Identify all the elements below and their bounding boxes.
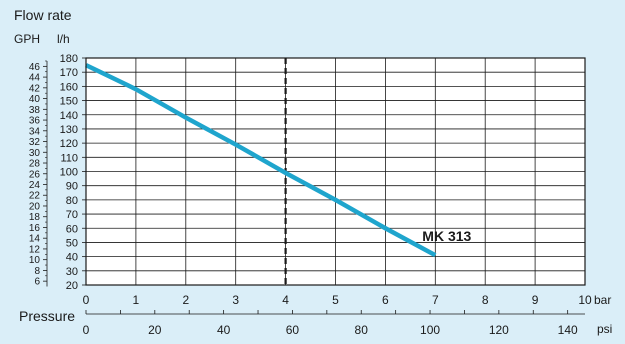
y-tick-label: 60 — [66, 223, 78, 235]
gph-tick-label: 38 — [29, 105, 41, 116]
gph-tick-label: 22 — [29, 191, 41, 202]
gph-tick-label: 8 — [34, 266, 40, 277]
x-tick-label: 0 — [83, 293, 90, 307]
y-tick-label: 70 — [66, 209, 78, 221]
lh-unit-label: l/h — [57, 32, 70, 46]
x-axis-psi: 0 20 40 60 80 100 120 140 — [83, 310, 585, 337]
psi-unit-label: psi — [597, 322, 612, 336]
gph-unit-label: GPH — [14, 32, 40, 46]
gph-tick-label: 34 — [29, 126, 41, 137]
gph-tick-label: 32 — [29, 137, 41, 148]
y-tick-label: 30 — [66, 266, 78, 278]
y-tick-label: 130 — [60, 124, 78, 136]
y-tick-label: 110 — [60, 152, 78, 164]
gph-tick-label: 46 — [29, 62, 41, 73]
psi-tick-label: 100 — [420, 323, 440, 337]
x-tick-label: 6 — [382, 293, 389, 307]
y-tick-label: 160 — [60, 81, 78, 93]
gph-tick-label: 28 — [29, 159, 41, 170]
x-tick-label: 8 — [482, 293, 489, 307]
psi-tick-label: 20 — [148, 323, 162, 337]
gph-tick-label: 18 — [29, 212, 41, 223]
y-tick-label: 50 — [66, 237, 78, 249]
psi-tick-label: 120 — [489, 323, 509, 337]
x-tick-label: 7 — [432, 293, 439, 307]
x-axis-bar: 0 1 2 3 4 5 6 7 8 9 10 — [83, 293, 592, 307]
y-tick-label: 180 — [60, 53, 78, 65]
y-tick-label: 20 — [66, 280, 78, 292]
gph-tick-label: 24 — [29, 180, 41, 191]
gph-tick-label: 20 — [29, 201, 41, 212]
gph-tick-label: 36 — [29, 116, 41, 127]
psi-tick-label: 60 — [286, 323, 300, 337]
psi-tick-label: 0 — [83, 323, 90, 337]
y-tick-label: 80 — [66, 195, 78, 207]
gph-tick-label: 30 — [29, 148, 41, 159]
x-tick-label: 2 — [182, 293, 189, 307]
gph-tick-label: 16 — [29, 223, 41, 234]
x-tick-label: 5 — [332, 293, 339, 307]
gph-tick-label: 44 — [29, 73, 41, 84]
gph-tick-label: 12 — [29, 244, 41, 255]
y-axis-lh: 20 30 40 50 60 70 80 90 100 110 120 130 140 150 160 170… — [60, 53, 86, 292]
y-tick-label: 170 — [60, 67, 78, 79]
y-tick-label: 100 — [60, 167, 78, 179]
gph-tick-label: 40 — [29, 94, 41, 105]
chart-title: Flow rate — [14, 7, 72, 23]
psi-tick-label: 140 — [558, 323, 578, 337]
x-tick-label: 9 — [532, 293, 539, 307]
y-tick-label: 90 — [66, 181, 78, 193]
x-tick-label: 1 — [133, 293, 140, 307]
psi-tick-label: 80 — [355, 323, 369, 337]
gph-tick-label: 6 — [34, 277, 40, 288]
x-tick-label: 4 — [282, 293, 289, 307]
gph-tick-label: 42 — [29, 83, 41, 94]
gph-tick-label: 26 — [29, 169, 41, 180]
plot-border — [85, 57, 586, 286]
series-line-mk313 — [85, 63, 437, 258]
series-label: MK 313 — [422, 228, 471, 244]
psi-tick-label: 40 — [217, 323, 231, 337]
gph-tick-label: 10 — [29, 255, 41, 266]
y-tick-label: 150 — [60, 96, 78, 108]
y-tick-label: 120 — [60, 138, 78, 150]
pressure-title: Pressure — [19, 308, 75, 324]
x-tick-label: 10 — [578, 293, 592, 307]
y-tick-label: 140 — [60, 110, 78, 122]
x-unit-label: bar — [594, 293, 611, 307]
y-tick-label: 40 — [66, 252, 78, 264]
gph-tick-label: 14 — [29, 234, 41, 245]
x-tick-label: 3 — [232, 293, 239, 307]
